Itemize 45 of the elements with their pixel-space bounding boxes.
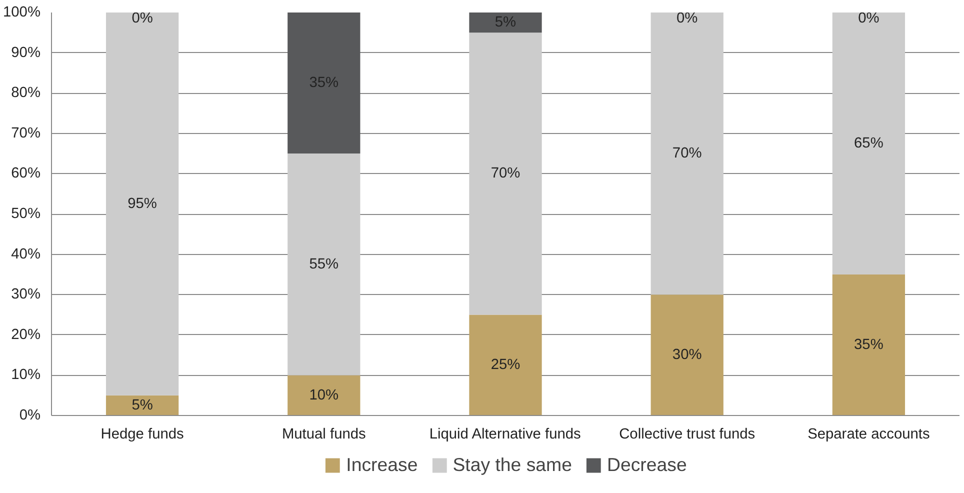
data-label: 70% xyxy=(490,166,520,182)
data-label: 0% xyxy=(858,10,880,26)
legend-label: Increase xyxy=(346,454,418,476)
data-label: 65% xyxy=(854,135,884,152)
data-label: 0% xyxy=(676,10,698,26)
bar xyxy=(650,294,724,416)
bar xyxy=(469,314,542,416)
x-tick-label: Collective trust funds xyxy=(619,426,756,442)
y-tick-label: 70% xyxy=(11,125,41,142)
y-tick-label: 30% xyxy=(11,286,41,303)
legend-label: Stay the same xyxy=(452,454,572,476)
data-label: 30% xyxy=(672,347,702,364)
x-tick-label: Liquid Alternative funds xyxy=(429,426,581,442)
x-tick-label: Hedge funds xyxy=(100,426,184,442)
y-tick-label: 100% xyxy=(3,4,41,20)
data-label: 5% xyxy=(494,14,516,31)
bar xyxy=(288,154,360,376)
bar xyxy=(832,12,906,274)
y-tick-label: 40% xyxy=(11,246,41,262)
x-tick-label: Mutual funds xyxy=(282,426,366,442)
bar xyxy=(106,12,179,396)
bar xyxy=(288,12,360,154)
bar xyxy=(288,375,360,416)
bar xyxy=(650,12,724,295)
y-tick-label: 50% xyxy=(11,206,41,222)
data-label: 25% xyxy=(490,357,520,374)
bar xyxy=(469,12,542,33)
data-label: 35% xyxy=(309,75,339,92)
bar xyxy=(832,274,906,416)
y-tick-label: 80% xyxy=(11,85,41,102)
data-label: 0% xyxy=(132,10,153,26)
data-label: 70% xyxy=(672,146,702,162)
y-tick-label: 10% xyxy=(11,367,41,384)
y-tick-label: 90% xyxy=(11,44,41,61)
data-label: 10% xyxy=(309,387,339,404)
data-label: 5% xyxy=(132,397,153,414)
x-tick-label: Separate accounts xyxy=(808,426,930,442)
data-label: 35% xyxy=(854,336,884,353)
y-tick-label: 0% xyxy=(19,408,41,424)
y-tick-label: 20% xyxy=(11,326,41,343)
y-tick-label: 60% xyxy=(11,166,41,182)
bar xyxy=(469,32,542,315)
data-label: 95% xyxy=(128,196,157,212)
data-label: 55% xyxy=(309,256,339,272)
legend-label: Decrease xyxy=(606,454,687,476)
